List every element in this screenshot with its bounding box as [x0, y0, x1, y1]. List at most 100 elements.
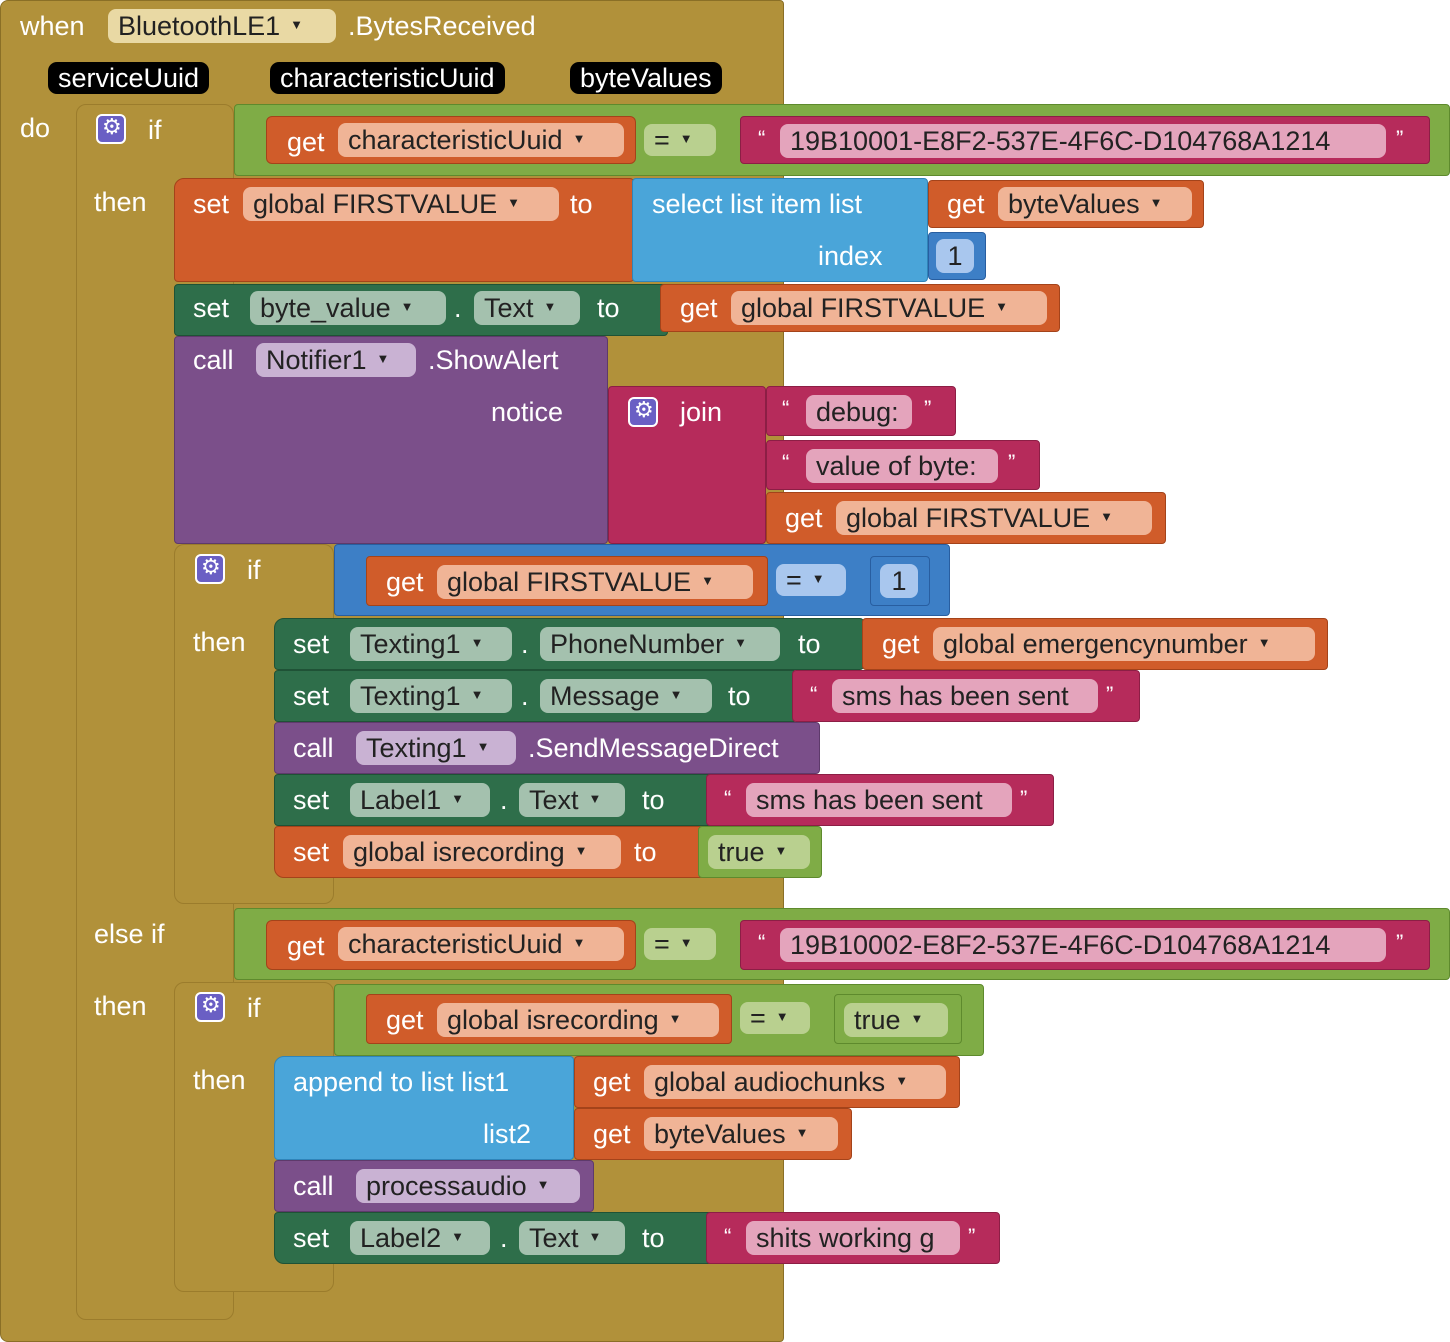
var-dropdown-firstvalue-4[interactable]: global FIRSTVALUE ▼: [437, 565, 753, 599]
component-dropdown-texting1-3[interactable]: Texting1 ▼: [356, 731, 516, 765]
component-dropdown-bluetoothle1[interactable]: BluetoothLE1 ▼: [108, 9, 336, 43]
gear-icon[interactable]: [96, 114, 126, 144]
to-label: to: [798, 629, 821, 659]
var-dropdown-firstvalue-3[interactable]: global FIRSTVALUE ▼: [836, 501, 1152, 535]
to-label: to: [570, 189, 593, 219]
if-label: if: [247, 993, 261, 1023]
property-dropdown-text-2[interactable]: Text ▼: [519, 783, 625, 817]
boolean-dropdown-true-2[interactable]: true ▼: [844, 1003, 948, 1037]
list2-label: list2: [483, 1119, 532, 1149]
dot-label: .: [521, 681, 529, 711]
set-block-label2-text[interactable]: [274, 1212, 714, 1264]
set-label: set: [193, 293, 230, 323]
property-dropdown-message[interactable]: Message ▼: [540, 679, 712, 713]
if-label: if: [148, 115, 162, 145]
component-dropdown-byte-value[interactable]: byte_value ▼: [250, 291, 446, 325]
get-label: get: [593, 1119, 631, 1149]
set-label: set: [293, 785, 330, 815]
string-value-value-of-byte[interactable]: value of byte:: [806, 449, 998, 483]
var-dropdown-emergencynumber[interactable]: global emergencynumber ▼: [933, 627, 1315, 661]
gear-icon[interactable]: [195, 992, 225, 1022]
open-quote: “: [758, 126, 766, 151]
chevron-down-icon: ▼: [811, 570, 825, 586]
chevron-down-icon: ▼: [588, 790, 602, 806]
gear-icon[interactable]: [628, 397, 658, 427]
method-name-sendmessagedirect: .SendMessageDirect: [528, 733, 779, 763]
var-dropdown-bytevalues[interactable]: byteValues ▼: [998, 187, 1192, 221]
call-label: call: [293, 1171, 334, 1201]
notice-label: notice: [491, 397, 564, 427]
number-value-index[interactable]: 1: [936, 239, 974, 273]
param-service-uuid[interactable]: serviceUuid: [48, 62, 210, 94]
compare-op-dropdown-4[interactable]: = ▼: [740, 1002, 810, 1034]
string-value-uuid-1[interactable]: 19B10001-E8F2-537E-4F6C-D104768A1214: [780, 124, 1386, 158]
chevron-down-icon: ▼: [507, 194, 520, 210]
dot-label: .: [521, 629, 529, 659]
string-value-uuid-2[interactable]: 19B10002-E8F2-537E-4F6C-D104768A1214: [780, 928, 1386, 962]
get-label: get: [386, 567, 424, 597]
chevron-down-icon: ▼: [376, 350, 390, 366]
append-to-list-block[interactable]: [274, 1056, 574, 1160]
var-dropdown-isrecording-2[interactable]: global isrecording ▼: [437, 1003, 719, 1037]
property-dropdown-phonenumber[interactable]: PhoneNumber ▼: [540, 627, 780, 661]
then-label: then: [94, 187, 147, 217]
open-quote: “: [724, 786, 732, 811]
chevron-down-icon: ▼: [669, 686, 683, 702]
string-value-sms-sent-2[interactable]: sms has been sent: [746, 783, 1012, 817]
then-label-3: then: [193, 627, 246, 657]
compare-op-dropdown[interactable]: = ▼: [644, 124, 716, 156]
gear-icon[interactable]: [195, 554, 225, 584]
boolean-dropdown-true[interactable]: true ▼: [708, 835, 810, 869]
chevron-down-icon: ▼: [588, 1228, 602, 1244]
property-dropdown-text[interactable]: Text ▼: [474, 291, 580, 325]
component-dropdown-notifier1[interactable]: Notifier1 ▼: [256, 343, 416, 377]
index-label: index: [818, 241, 883, 271]
compare-op-dropdown-3[interactable]: = ▼: [644, 928, 716, 960]
dot-label: .: [500, 1223, 508, 1253]
open-quote: “: [724, 1224, 732, 1249]
open-quote: “: [782, 396, 790, 421]
var-dropdown-firstvalue-2[interactable]: global FIRSTVALUE ▼: [731, 291, 1047, 325]
chevron-down-icon: ▼: [290, 16, 304, 32]
property-dropdown-text-3[interactable]: Text ▼: [519, 1221, 625, 1255]
component-dropdown-texting1[interactable]: Texting1 ▼: [350, 627, 512, 661]
var-dropdown-bytevalues-2[interactable]: byteValues ▼: [644, 1117, 838, 1151]
chevron-down-icon: ▼: [1257, 634, 1271, 650]
open-quote: “: [810, 682, 818, 707]
select-list-item-block[interactable]: [632, 178, 928, 282]
set-label: set: [193, 189, 230, 219]
when-label: when: [20, 11, 85, 41]
if-label: if: [247, 555, 261, 585]
set-block-label1-text[interactable]: [274, 774, 714, 826]
var-dropdown-characteristic-uuid-2[interactable]: characteristicUuid ▼: [338, 927, 624, 961]
call-label: call: [193, 345, 234, 375]
chevron-down-icon: ▼: [574, 842, 588, 858]
close-quote: ”: [1020, 786, 1028, 811]
component-dropdown-label1[interactable]: Label1 ▼: [350, 783, 490, 817]
string-value-sms-sent-1[interactable]: sms has been sent: [832, 679, 1098, 713]
number-value-1[interactable]: 1: [880, 564, 918, 598]
procedure-dropdown-processaudio[interactable]: processaudio ▼: [356, 1169, 580, 1203]
chevron-down-icon: ▼: [543, 298, 557, 314]
component-dropdown-label2[interactable]: Label2 ▼: [350, 1221, 490, 1255]
chevron-down-icon: ▼: [995, 298, 1008, 314]
close-quote: ”: [968, 1224, 976, 1249]
chevron-down-icon: ▼: [451, 790, 464, 806]
chevron-down-icon: ▼: [470, 686, 484, 702]
chevron-down-icon: ▼: [476, 738, 490, 754]
then-label-4: then: [193, 1065, 246, 1095]
chevron-down-icon: ▼: [775, 1008, 789, 1024]
param-characteristic-uuid[interactable]: characteristicUuid: [270, 62, 505, 94]
var-dropdown-firstvalue[interactable]: global FIRSTVALUE ▼: [243, 187, 559, 221]
var-dropdown-audiochunks[interactable]: global audiochunks ▼: [644, 1065, 946, 1099]
close-quote: ”: [924, 396, 932, 421]
string-value-debug[interactable]: debug:: [806, 395, 912, 429]
compare-op-dropdown-2[interactable]: = ▼: [776, 564, 846, 596]
chevron-down-icon: ▼: [1149, 194, 1163, 210]
string-value-shits-working[interactable]: shits working g: [746, 1221, 960, 1255]
var-dropdown-isrecording[interactable]: global isrecording ▼: [343, 835, 621, 869]
var-dropdown-characteristic-uuid[interactable]: characteristicUuid ▼: [338, 123, 624, 157]
component-dropdown-texting1-2[interactable]: Texting1 ▼: [350, 679, 512, 713]
param-byte-values[interactable]: byteValues: [570, 62, 722, 94]
else-if-label: else if: [94, 919, 165, 949]
